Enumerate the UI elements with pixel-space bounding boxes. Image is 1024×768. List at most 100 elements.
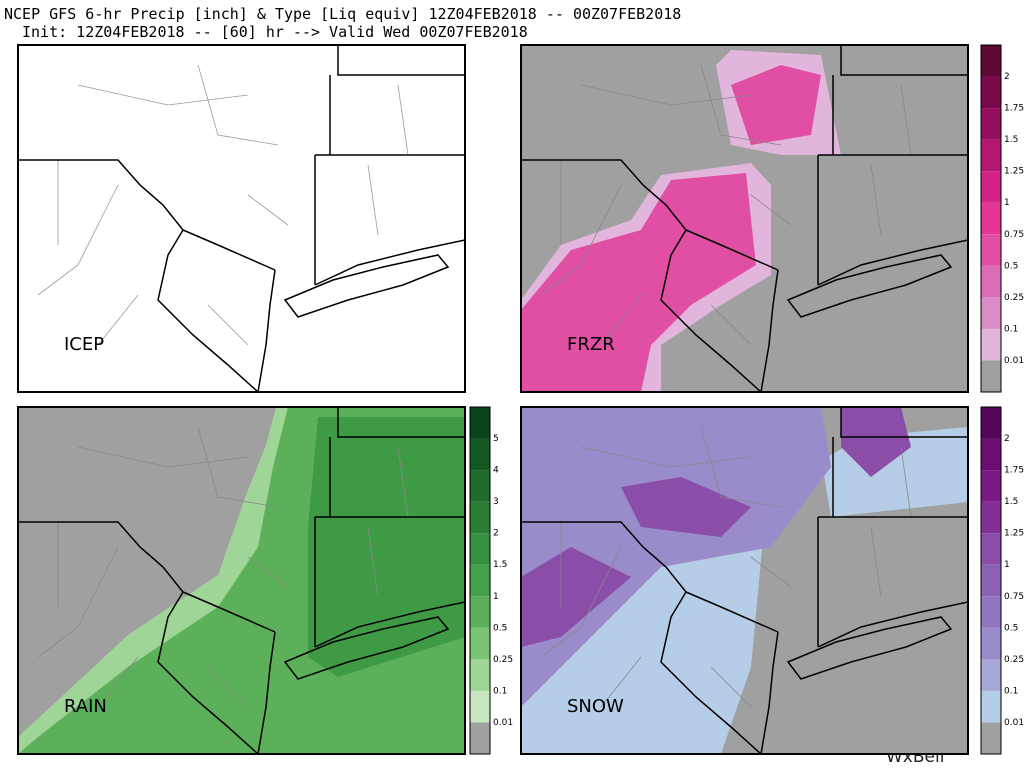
colorbar-label: 5 (493, 434, 499, 444)
colorbar-segment (981, 45, 1001, 77)
precip-area (521, 407, 831, 707)
map-panel: FRZR (520, 44, 969, 393)
colorbar-label: 0.25 (493, 655, 513, 665)
state-border (314, 601, 465, 648)
state-border (840, 407, 968, 438)
panel-label: SNOW (567, 696, 624, 717)
colorbar-segment (470, 722, 490, 754)
map-content (521, 45, 968, 392)
colorbar-segment (470, 438, 490, 471)
state-border (685, 229, 779, 271)
state-border (660, 229, 762, 392)
precip-area (18, 407, 288, 754)
panel-label: FRZR (567, 334, 615, 355)
colorbar-segment (981, 596, 1001, 628)
colorbar-segment (981, 108, 1001, 140)
colorbar-label: 0.25 (1004, 293, 1024, 303)
map-panel: RAIN (17, 406, 466, 755)
colorbar-segment (470, 501, 490, 534)
map-background (18, 45, 465, 392)
colorbar-segment (981, 234, 1001, 266)
colorbar-label: 1.5 (1004, 135, 1018, 145)
state-border (521, 159, 687, 231)
map-content (18, 45, 465, 392)
colorbar-segment (981, 76, 1001, 109)
county-lines (37, 64, 409, 346)
map-panel: SNOW (520, 406, 969, 755)
colorbar-segment (981, 202, 1001, 235)
state-border (257, 269, 276, 392)
colorbar-label: 1.25 (1004, 529, 1024, 539)
county-lines (37, 426, 409, 708)
colorbar-segment (470, 627, 490, 660)
precip-area (521, 407, 911, 647)
panel-frame (17, 406, 466, 755)
colorbar-label: 0.75 (1004, 592, 1024, 602)
colorbar-label: 1.5 (1004, 497, 1018, 507)
colorbar-frame (980, 406, 1002, 755)
state-border (182, 591, 276, 633)
colorbar-label: 1 (493, 592, 499, 602)
colorbar-label: 1 (1004, 560, 1010, 570)
colorbar-segment (981, 171, 1001, 203)
colorbar-segment (981, 470, 1001, 502)
state-border (337, 45, 465, 76)
colorbar-label: 0.5 (1004, 261, 1018, 271)
panel-frame (520, 406, 969, 755)
panel-frame (520, 44, 969, 393)
colorbar-label: 1 (1004, 198, 1010, 208)
state-border (314, 239, 465, 286)
colorbar-label: 0.25 (1004, 655, 1024, 665)
state-border (685, 591, 779, 633)
state-border (157, 591, 259, 754)
colorbar-segment (981, 659, 1001, 691)
colorbar-label: 2 (1004, 72, 1010, 82)
colorbar-segment (981, 265, 1001, 298)
panel-frame (17, 44, 466, 393)
colorbar-segment (981, 438, 1001, 471)
colorbar-segment (981, 297, 1001, 329)
header-line2: Init: 12Z04FEB2018 -- [60] hr --> Valid … (22, 23, 528, 41)
state-border (283, 254, 450, 318)
panel-label: ICEP (64, 334, 104, 355)
state-border (157, 229, 259, 392)
header-line1: NCEP GFS 6-hr Precip [inch] & Type [Liq … (4, 5, 681, 23)
colorbar-segment (470, 596, 490, 628)
colorbar-segment (981, 533, 1001, 565)
map-panel: ICEP (17, 44, 466, 393)
county-lines (540, 426, 912, 708)
colorbar-label: 0.1 (493, 686, 507, 696)
colorbar-frame (980, 44, 1002, 393)
state-border (18, 521, 184, 593)
state-border (18, 159, 184, 231)
colorbar-segment (981, 328, 1001, 361)
colorbar-segment (981, 407, 1001, 439)
panel-label: RAIN (64, 696, 107, 717)
state-border (283, 616, 450, 680)
state-border (760, 631, 779, 754)
colorbar-label: 0.1 (1004, 324, 1018, 334)
colorbar-segment (981, 139, 1001, 172)
colorbar-label: 1.25 (1004, 167, 1024, 177)
precip-area (308, 417, 465, 677)
colorbar-label: 0.01 (493, 718, 513, 728)
state-border (786, 254, 953, 318)
precip-area (521, 65, 821, 392)
map-content (521, 407, 968, 754)
colorbar-segment (981, 501, 1001, 534)
colorbar-label: 1.75 (1004, 466, 1024, 476)
colorbar-label: 2 (1004, 434, 1010, 444)
colorbar-segment (981, 690, 1001, 723)
colorbar-label: 0.01 (1004, 356, 1024, 366)
colorbar-segment (470, 407, 490, 439)
state-border (840, 45, 968, 76)
state-border (182, 229, 276, 271)
state-border (521, 521, 687, 593)
colorbar-label: 1.5 (493, 560, 507, 570)
colorbar-segment (981, 360, 1001, 392)
colorbar-segment (470, 659, 490, 691)
colorbar-label: 0.5 (493, 623, 507, 633)
colorbar-label: 2 (493, 529, 499, 539)
state-border (337, 407, 465, 438)
